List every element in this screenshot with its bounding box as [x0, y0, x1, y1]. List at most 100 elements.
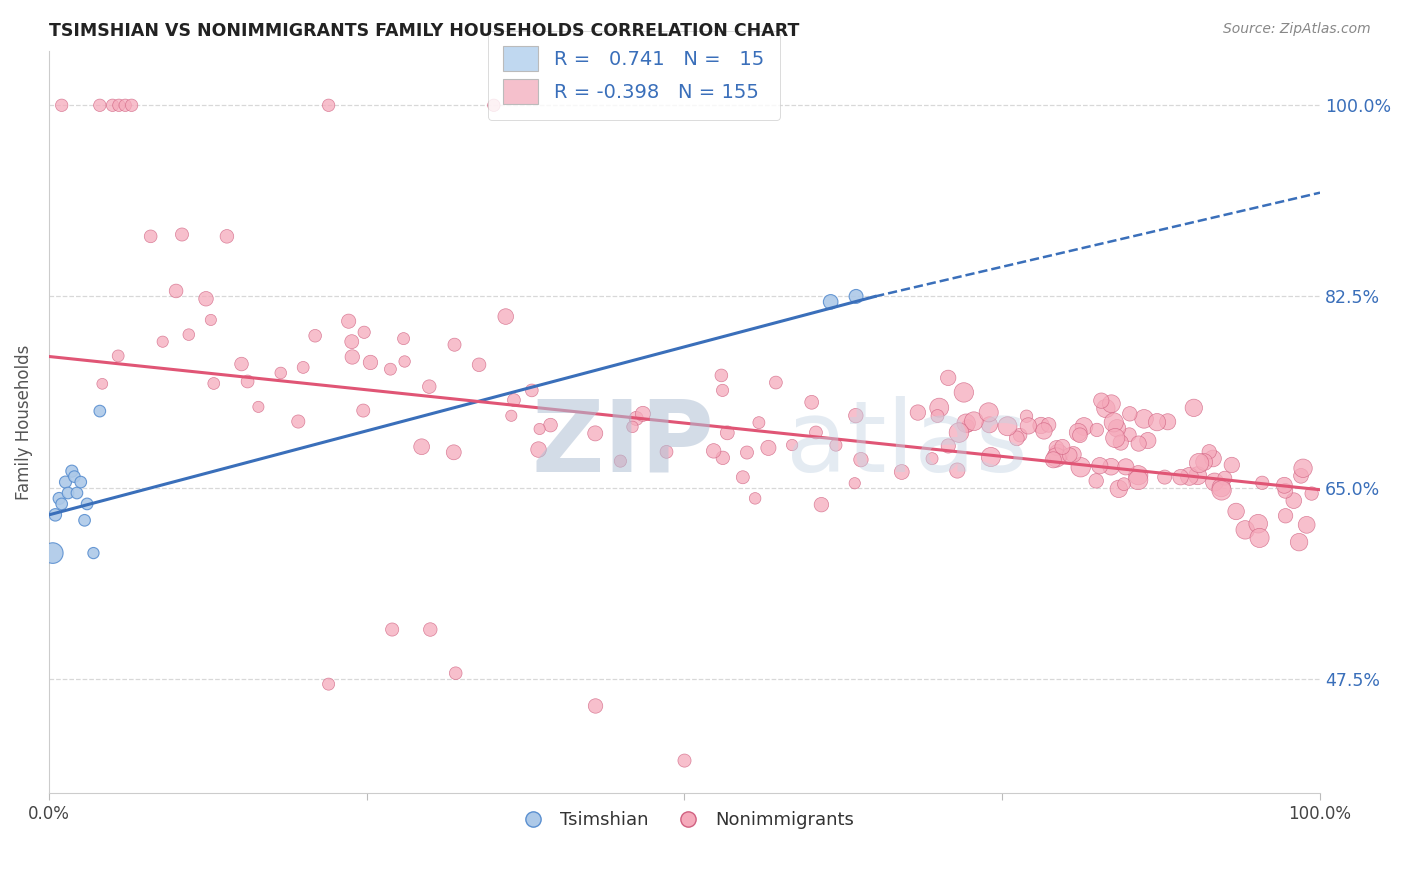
Point — [1247, 516, 1270, 531]
Point — [1213, 471, 1236, 485]
Point — [1099, 459, 1122, 474]
Point — [927, 409, 949, 423]
Point — [1045, 450, 1067, 465]
Point — [1211, 481, 1233, 495]
Point — [1085, 474, 1108, 488]
Point — [89, 404, 111, 418]
Point — [1157, 415, 1180, 429]
Point — [1170, 470, 1192, 484]
Point — [800, 395, 823, 409]
Point — [1010, 428, 1032, 442]
Point — [585, 698, 607, 713]
Point — [1042, 452, 1064, 467]
Point — [1005, 431, 1028, 445]
Point — [703, 443, 725, 458]
Point — [979, 417, 1001, 432]
Point — [583, 426, 606, 441]
Point — [844, 476, 866, 491]
Point — [152, 334, 174, 349]
Point — [1052, 440, 1074, 454]
Point — [501, 409, 523, 423]
Point — [1069, 428, 1091, 442]
Text: ZIP: ZIP — [531, 396, 714, 492]
Point — [780, 438, 803, 452]
Point — [51, 497, 73, 511]
Point — [1062, 447, 1084, 461]
Point — [946, 464, 969, 478]
Point — [48, 491, 70, 506]
Point — [304, 328, 326, 343]
Point — [55, 475, 77, 489]
Point — [352, 403, 374, 417]
Point — [1033, 424, 1056, 438]
Point — [744, 491, 766, 506]
Point — [337, 314, 360, 328]
Point — [624, 411, 647, 425]
Point — [977, 405, 1000, 419]
Point — [443, 445, 465, 459]
Point — [1295, 517, 1317, 532]
Point — [1099, 397, 1122, 411]
Point — [1104, 431, 1126, 445]
Point — [482, 98, 505, 112]
Point — [1017, 418, 1039, 433]
Point — [1128, 436, 1150, 450]
Point — [177, 327, 200, 342]
Point — [731, 470, 754, 484]
Point — [1274, 508, 1296, 523]
Point — [170, 227, 193, 242]
Point — [73, 513, 96, 527]
Point — [1105, 421, 1128, 435]
Point — [1220, 458, 1243, 472]
Point — [963, 414, 986, 428]
Point — [1133, 412, 1156, 426]
Point — [495, 310, 517, 324]
Point — [292, 360, 315, 375]
Point — [56, 486, 79, 500]
Point — [1146, 415, 1168, 429]
Point — [710, 368, 733, 383]
Point — [121, 98, 143, 112]
Point — [270, 366, 292, 380]
Point — [419, 623, 441, 637]
Point — [673, 754, 696, 768]
Point — [1204, 475, 1226, 489]
Point — [527, 442, 550, 457]
Point — [1187, 468, 1209, 483]
Point — [948, 425, 970, 440]
Point — [195, 292, 218, 306]
Point — [520, 384, 543, 398]
Point — [340, 334, 363, 349]
Point — [89, 98, 111, 112]
Point — [1282, 493, 1305, 508]
Point — [1136, 434, 1159, 448]
Point — [91, 376, 114, 391]
Point — [1070, 460, 1092, 475]
Point — [108, 98, 131, 112]
Point — [1234, 523, 1257, 537]
Point — [1249, 531, 1271, 545]
Point — [1112, 477, 1135, 491]
Point — [101, 98, 124, 112]
Point — [202, 376, 225, 391]
Text: TSIMSHIAN VS NONIMMIGRANTS FAMILY HOUSEHOLDS CORRELATION CHART: TSIMSHIAN VS NONIMMIGRANTS FAMILY HOUSEH… — [49, 22, 800, 40]
Point — [468, 358, 491, 372]
Point — [60, 464, 83, 478]
Point — [748, 416, 770, 430]
Point — [1251, 475, 1274, 490]
Point — [1153, 470, 1175, 484]
Point — [936, 371, 959, 385]
Y-axis label: Family Households: Family Households — [15, 344, 32, 500]
Point — [1182, 401, 1205, 415]
Point — [997, 419, 1019, 434]
Point — [1178, 469, 1201, 483]
Point — [1119, 407, 1142, 421]
Point — [804, 425, 827, 440]
Point — [418, 379, 440, 393]
Point — [1015, 409, 1038, 424]
Point — [1289, 468, 1312, 483]
Point — [1038, 417, 1060, 432]
Point — [411, 440, 433, 454]
Point — [200, 313, 222, 327]
Point — [1108, 482, 1130, 496]
